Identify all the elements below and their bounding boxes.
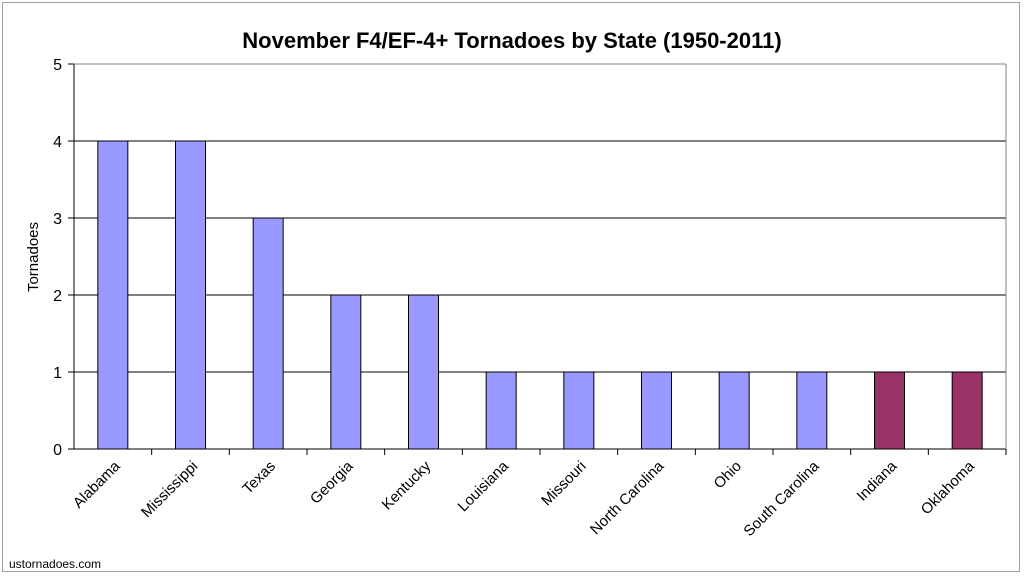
bar-alabama — [97, 140, 129, 450]
bar-missouri — [563, 371, 595, 450]
x-tick-label: South Carolina — [740, 457, 823, 540]
bar-indiana — [874, 371, 905, 450]
x-tick-label: Texas — [239, 458, 279, 498]
x-tick-label: Indiana — [854, 457, 901, 504]
y-tick-label: 3 — [53, 211, 62, 228]
x-tick-label: Louisiana — [455, 457, 513, 515]
y-tick-label: 2 — [53, 288, 62, 305]
credit-text: ustornadoes.com — [9, 557, 101, 571]
x-tick-label: Missouri — [538, 458, 590, 510]
bar-georgia — [330, 294, 362, 450]
bar-louisiana — [485, 371, 517, 450]
x-tick-label: North Carolina — [587, 457, 668, 538]
x-tick-label: Kentucky — [379, 457, 435, 513]
bar-texas — [252, 217, 284, 450]
bars — [97, 140, 983, 450]
axes — [68, 63, 1007, 455]
x-tick-label: Ohio — [711, 458, 745, 492]
x-tick-label: Georgia — [307, 457, 357, 507]
y-tick-label: 4 — [53, 134, 62, 151]
bar-north-carolina — [641, 371, 672, 450]
y-tick-label: 0 — [53, 442, 62, 459]
x-tick-label: Alabama — [70, 457, 124, 511]
bar-mississippi — [175, 140, 206, 450]
gridlines — [74, 63, 1006, 373]
x-tick-labels: Alabama Mississippi Texas Georgia Kentucky Lo… — [70, 457, 979, 540]
bar-south-carolina — [796, 371, 828, 450]
y-tick-labels: 0 1 2 3 4 5 — [53, 57, 62, 459]
bar-ohio — [718, 371, 750, 450]
x-tick-label: Oklahoma — [918, 457, 979, 518]
y-axis-label: Tornadoes — [25, 222, 42, 292]
chart-title: November F4/EF-4+ Tornadoes by State (19… — [242, 28, 781, 53]
bar-kentucky — [408, 294, 439, 450]
x-tick-label: Mississippi — [138, 458, 201, 521]
y-tick-label: 1 — [53, 365, 62, 382]
y-tick-label: 5 — [53, 57, 62, 74]
bar-oklahoma — [951, 371, 983, 450]
